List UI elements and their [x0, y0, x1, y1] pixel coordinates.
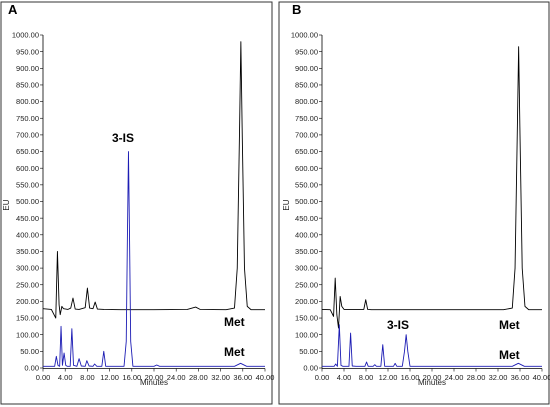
y-tick-label: 350.00	[16, 247, 39, 256]
y-tick-label: 800.00	[16, 97, 39, 106]
y-tick-label: 350.00	[295, 247, 318, 256]
peak-label: Met	[224, 315, 245, 329]
y-tick-label: 1000.00	[291, 31, 318, 40]
y-tick-label: 550.00	[16, 180, 39, 189]
y-tick-label: 1000.00	[12, 31, 39, 40]
x-tick-label: 32.00	[211, 373, 230, 382]
y-tick-label: 0.00	[24, 364, 39, 373]
y-tick-label: 50.00	[20, 347, 39, 356]
x-tick-label: 12.00	[100, 373, 119, 382]
y-tick-label: 250.00	[295, 280, 318, 289]
y-tick-label: 850.00	[295, 81, 318, 90]
x-tick-label: 36.00	[233, 373, 252, 382]
chart-panel-b: B 0.00 50.00 100.00 150.00 200.00 250.00 300.00…	[278, 1, 550, 405]
peak-label: Met	[499, 348, 520, 362]
series-trace-1	[42, 41, 265, 319]
x-tick-label: 24.00	[167, 373, 186, 382]
y-tick-label: 50.00	[299, 347, 318, 356]
x-tick-label: 0.00	[315, 373, 330, 382]
x-tick-label: 16.00	[122, 373, 141, 382]
x-tick-label: 16.00	[401, 373, 420, 382]
x-tick-label: 40.00	[533, 373, 550, 382]
y-tick-label: 850.00	[16, 81, 39, 90]
y-tick-label: 500.00	[16, 197, 39, 206]
x-tick-label: 20.00	[423, 373, 442, 382]
y-tick-label: 600.00	[16, 164, 39, 173]
x-tick-label: 24.00	[445, 373, 464, 382]
x-tick-label: 32.00	[489, 373, 508, 382]
y-tick-label: 700.00	[16, 131, 39, 140]
y-tick-label: 250.00	[16, 280, 39, 289]
panel-letter: B	[292, 2, 301, 17]
x-tick-label: 8.00	[80, 373, 95, 382]
y-tick-label: 200.00	[16, 297, 39, 306]
y-tick-label: 100.00	[16, 330, 39, 339]
panel-border	[278, 1, 550, 405]
y-tick-label: 550.00	[295, 180, 318, 189]
y-tick-label: 600.00	[295, 164, 318, 173]
panel-letter: A	[8, 2, 18, 17]
x-tick-label: 28.00	[189, 373, 208, 382]
peak-label: 3-IS	[387, 318, 409, 332]
y-tick-label: 400.00	[295, 230, 318, 239]
y-tick-label: 950.00	[295, 47, 318, 56]
series-trace-1	[321, 46, 542, 329]
y-tick-label: 900.00	[16, 64, 39, 73]
peak-label: Met	[224, 345, 245, 359]
y-tick-label: 0.00	[303, 364, 318, 373]
x-tick-label: 4.00	[337, 373, 352, 382]
y-tick-label: 500.00	[295, 197, 318, 206]
y-tick-label: 450.00	[16, 214, 39, 223]
x-tick-label: 0.00	[36, 373, 51, 382]
series-trace-2	[322, 324, 542, 367]
chart-panel-a: A 0.00 50.00 100.00 150.00 200.00 250.00 300.00…	[0, 1, 275, 405]
y-tick-label: 400.00	[16, 230, 39, 239]
y-tick-label: 750.00	[16, 114, 39, 123]
y-tick-label: 700.00	[295, 131, 318, 140]
y-tick-label: 100.00	[295, 330, 318, 339]
x-axis-title: Minutes	[140, 378, 168, 387]
y-tick-label: 650.00	[16, 147, 39, 156]
y-axis-title: EU	[2, 199, 11, 210]
x-tick-label: 20.00	[145, 373, 164, 382]
x-tick-label: 4.00	[58, 373, 73, 382]
x-tick-label: 40.00	[256, 373, 275, 382]
x-tick-label: 12.00	[379, 373, 398, 382]
y-tick-label: 200.00	[295, 297, 318, 306]
peak-label: 3-IS	[112, 131, 134, 145]
y-tick-label: 900.00	[295, 64, 318, 73]
y-tick-label: 950.00	[16, 47, 39, 56]
panel-border	[0, 1, 273, 405]
x-tick-label: 8.00	[359, 373, 374, 382]
y-axis-title: EU	[282, 199, 291, 210]
y-tick-label: 450.00	[295, 214, 318, 223]
series-trace-2	[43, 151, 265, 367]
y-tick-label: 750.00	[295, 114, 318, 123]
x-axis-title: Minutes	[418, 378, 446, 387]
y-tick-label: 150.00	[16, 314, 39, 323]
peak-label: Met	[499, 318, 520, 332]
x-tick-label: 28.00	[467, 373, 486, 382]
y-tick-label: 800.00	[295, 97, 318, 106]
y-tick-label: 300.00	[16, 264, 39, 273]
y-tick-label: 650.00	[295, 147, 318, 156]
y-tick-label: 300.00	[295, 264, 318, 273]
y-tick-label: 150.00	[295, 314, 318, 323]
x-tick-label: 36.00	[511, 373, 530, 382]
